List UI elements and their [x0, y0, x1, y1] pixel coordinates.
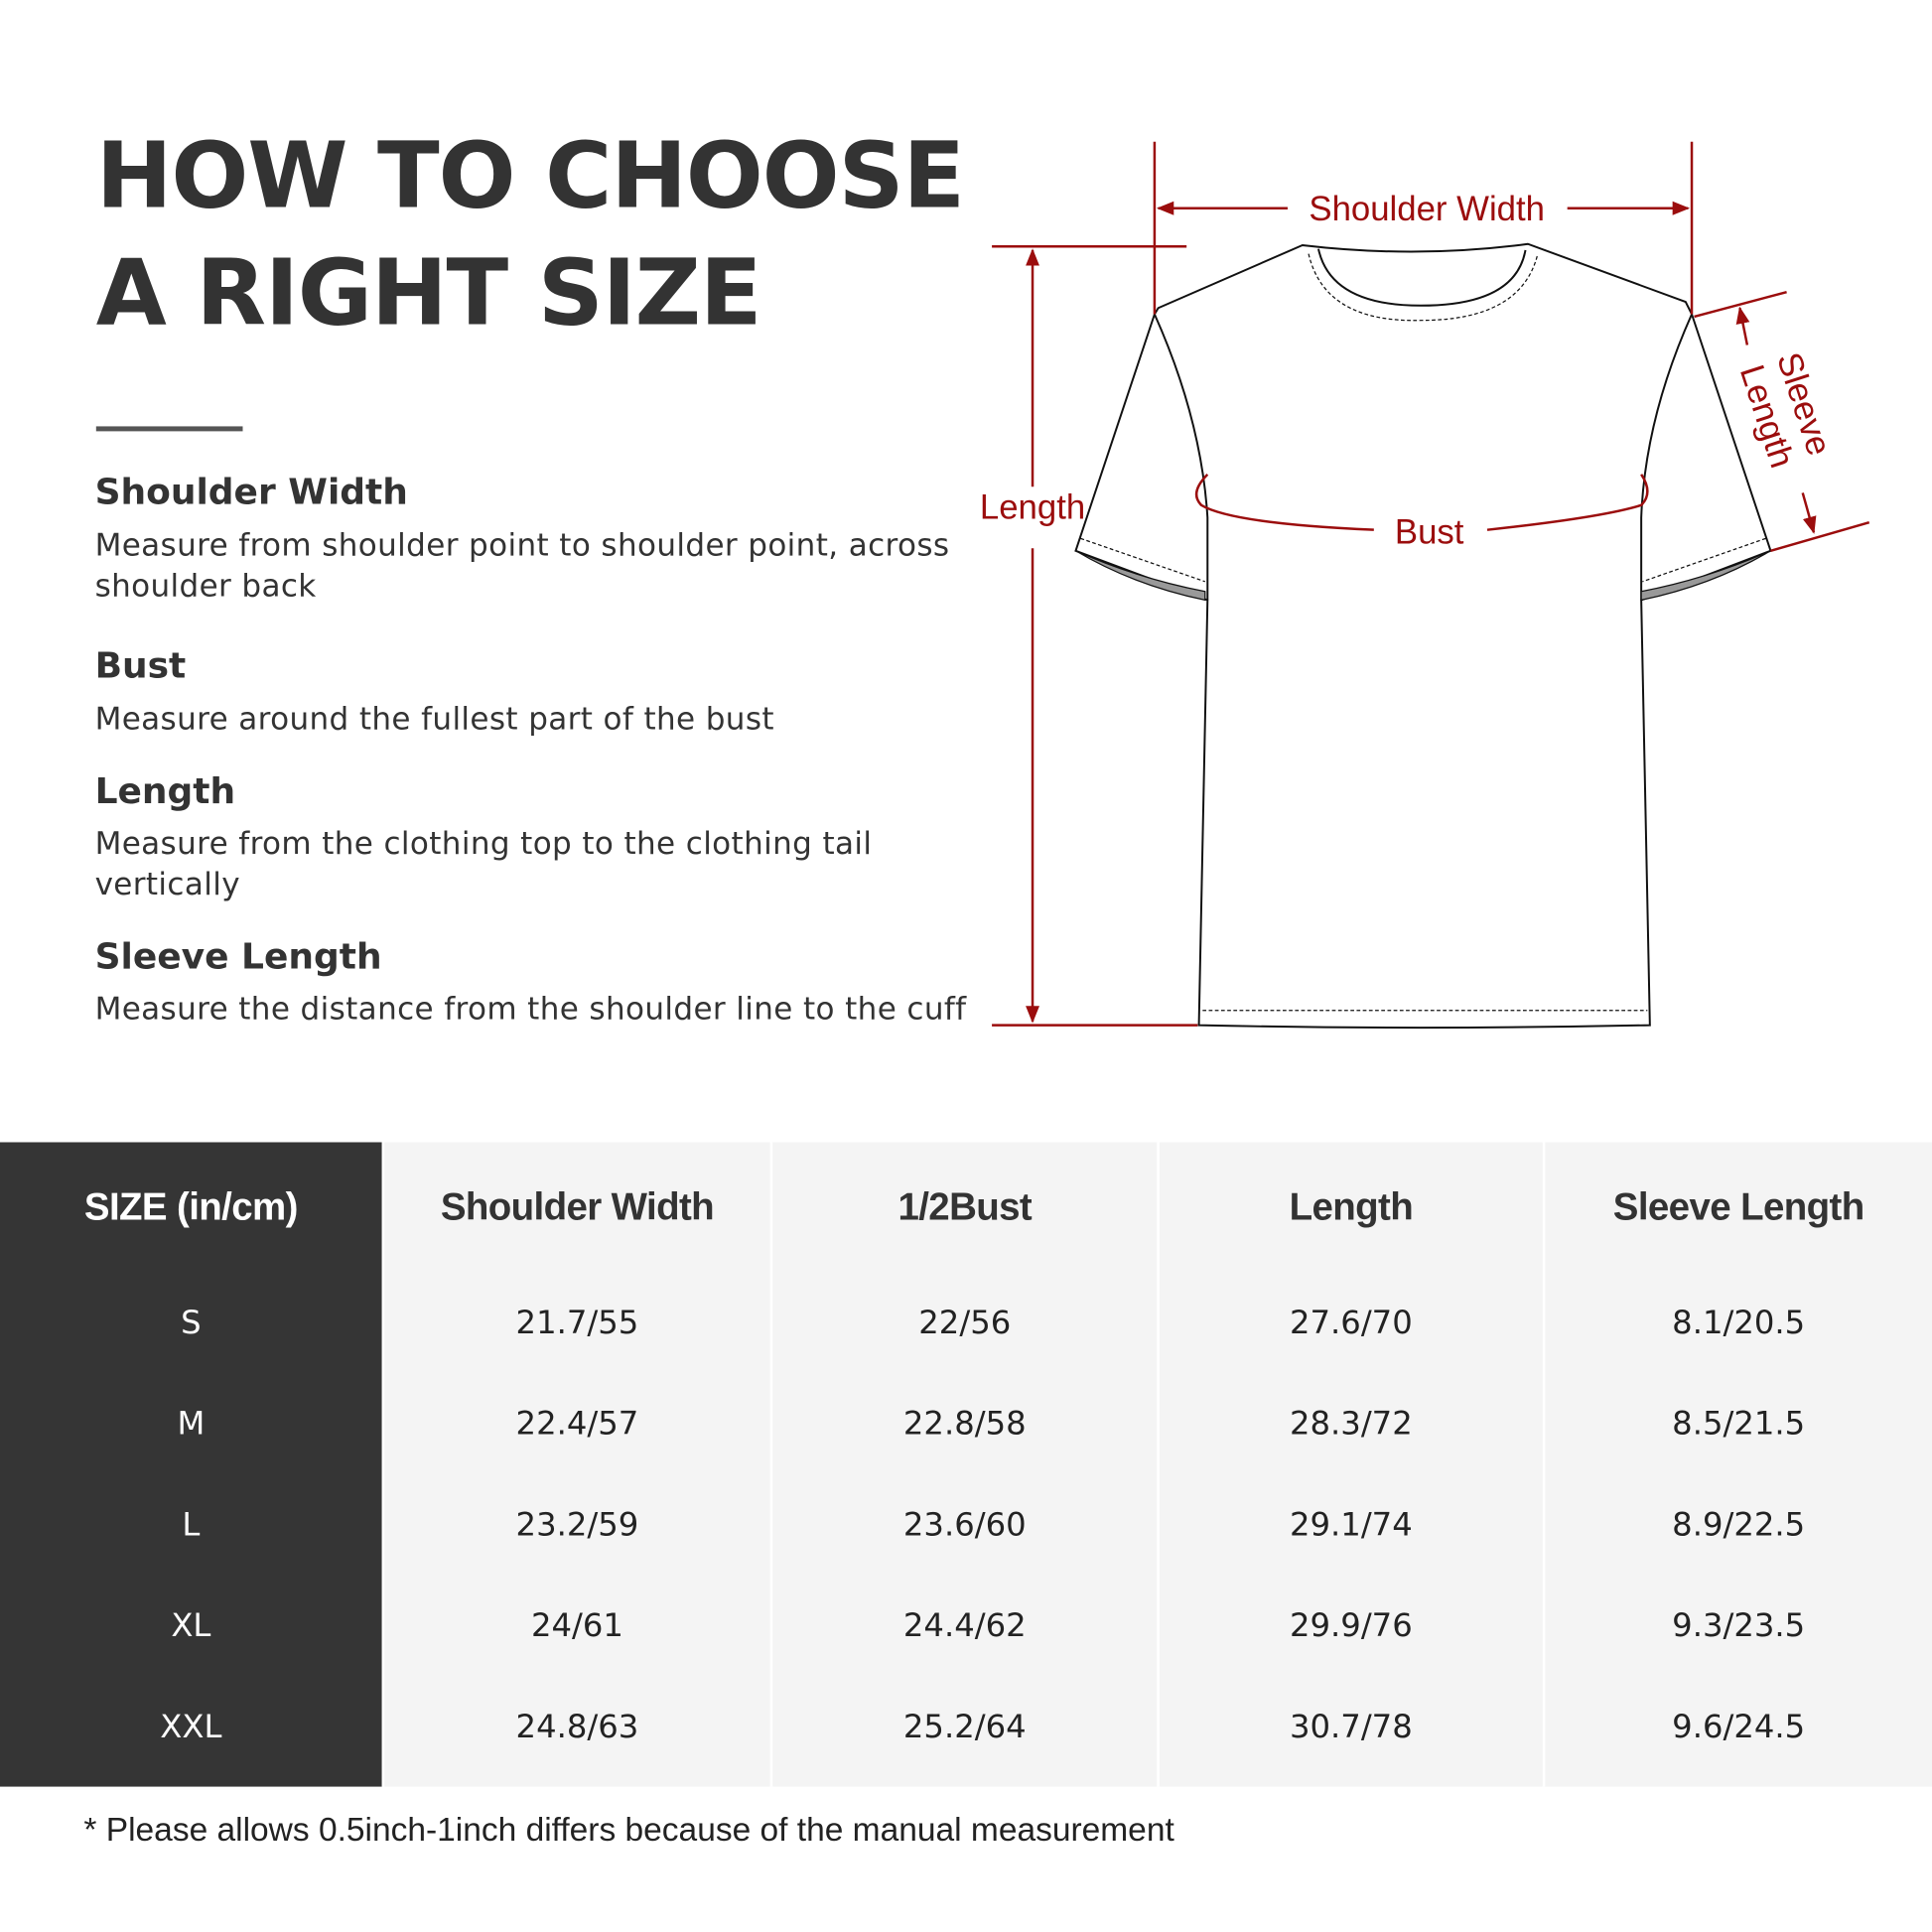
table-cell: 22.8/58 — [902, 1406, 1027, 1444]
sleeve-length-heading: Sleeve Length — [94, 934, 382, 978]
footnote: * Please allows 0.5inch-1inch differs be… — [83, 1811, 1174, 1849]
table-cell: 23.6/60 — [902, 1506, 1027, 1545]
size-cell: L — [182, 1506, 201, 1545]
half-bust-column: 1/2Bust 22/56 22.8/58 23.6/60 24.4/62 25… — [769, 1142, 1158, 1787]
header-sleeve-length: Sleeve Length — [1612, 1184, 1864, 1229]
length-desc: Measure from the clothing top to the clo… — [94, 825, 873, 902]
table-cell: 9.3/23.5 — [1672, 1607, 1806, 1645]
tshirt-diagram: Shoulder Width Length Bust Sleeve Length — [980, 141, 1870, 1030]
table-cell: 30.7/78 — [1289, 1709, 1413, 1746]
table-cell: 29.1/74 — [1289, 1506, 1413, 1545]
bust-label: Bust — [1395, 513, 1464, 551]
shoulder-width-heading: Shoulder Width — [94, 471, 408, 513]
table-cell: 22.4/57 — [515, 1406, 639, 1444]
bust-heading: Bust — [94, 644, 187, 687]
shoulder-width-column: Shoulder Width 21.7/55 22.4/57 23.2/59 2… — [381, 1142, 770, 1787]
page-title-line-2: A RIGHT SIZE — [95, 240, 762, 346]
divider — [95, 426, 243, 432]
size-table: SIZE (in/cm) S M L XL XXL Shoulder Width… — [0, 1142, 1932, 1787]
bust-desc: Measure around the fullest part of the b… — [94, 701, 774, 738]
table-cell: 23.2/59 — [515, 1506, 639, 1545]
table-cell: 8.1/20.5 — [1672, 1305, 1806, 1342]
size-column: SIZE (in/cm) S M L XL XXL — [0, 1142, 382, 1787]
table-cell: 8.5/21.5 — [1672, 1406, 1806, 1444]
header-size: SIZE (in/cm) — [83, 1184, 299, 1229]
sleeve-length-column: Sleeve Length 8.1/20.5 8.5/21.5 8.9/22.5… — [1542, 1142, 1932, 1787]
length-column: Length 27.6/70 28.3/72 29.1/74 29.9/76 3… — [1157, 1142, 1543, 1787]
size-cell: XL — [171, 1607, 211, 1645]
table-cell: 24.8/63 — [515, 1709, 639, 1746]
header-shoulder-width: Shoulder Width — [440, 1184, 715, 1229]
shoulder-width-desc: Measure from shoulder point to shoulder … — [94, 527, 950, 605]
table-cell: 8.9/22.5 — [1672, 1506, 1806, 1545]
length-label: Length — [980, 489, 1085, 527]
table-cell: 25.2/64 — [902, 1709, 1027, 1746]
size-cell: XXL — [160, 1709, 222, 1746]
table-cell: 29.9/76 — [1289, 1607, 1413, 1645]
table-cell: 24.4/62 — [902, 1607, 1027, 1645]
table-cell: 21.7/55 — [515, 1305, 639, 1342]
size-cell: S — [181, 1305, 202, 1342]
shoulder-width-label: Shoulder Width — [1309, 191, 1545, 228]
measurement-lines — [992, 141, 1870, 1027]
table-cell: 22/56 — [918, 1305, 1012, 1342]
size-cell: M — [177, 1406, 206, 1444]
header-half-bust: 1/2Bust — [897, 1184, 1033, 1229]
table-cell: 9.6/24.5 — [1672, 1709, 1806, 1746]
length-heading: Length — [94, 769, 236, 812]
page-title-line-1: HOW TO CHOOSE — [95, 123, 965, 229]
tshirt-outline — [1074, 242, 1772, 1030]
sleeve-length-desc: Measure the distance from the shoulder l… — [94, 990, 967, 1027]
table-cell: 27.6/70 — [1289, 1305, 1413, 1342]
table-cell: 24/61 — [530, 1607, 623, 1645]
table-cell: 28.3/72 — [1289, 1406, 1413, 1444]
header-length: Length — [1289, 1184, 1414, 1229]
